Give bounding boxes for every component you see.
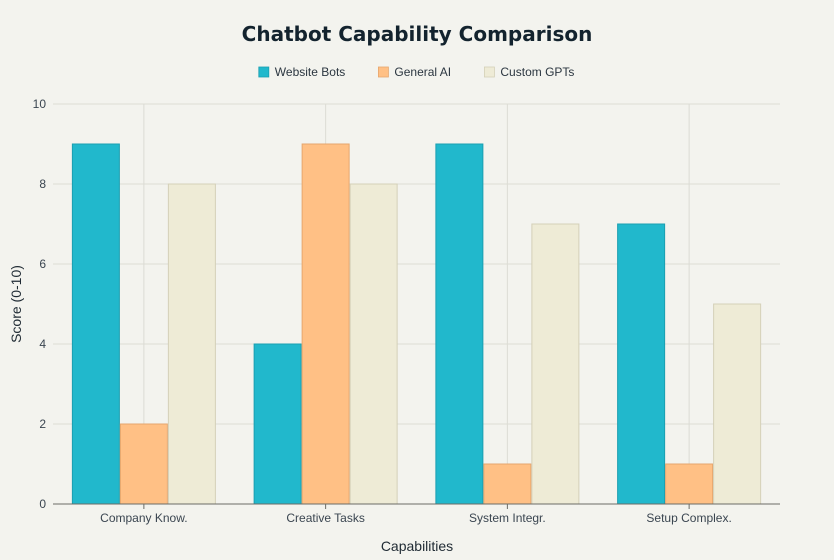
y-axis-title: Score (0-10) [8, 265, 24, 343]
legend-item-website-bots: Website Bots [258, 65, 345, 79]
bars [71, 143, 762, 505]
x-tick-label: Creative Tasks [286, 511, 364, 525]
legend-label: Website Bots [275, 65, 345, 79]
bar-website-bots-creative-tasks [253, 343, 302, 505]
y-axis-ticks: 0 2 4 6 8 10 [33, 97, 47, 511]
x-tick-label: Company Know. [100, 511, 187, 525]
bar-general-ai-setup-complex [665, 463, 714, 505]
x-tick-label: Setup Complex. [646, 511, 731, 525]
y-tick-label: 2 [39, 417, 46, 431]
legend-label: General AI [394, 65, 451, 79]
bar-general-ai-creative-tasks [301, 143, 350, 505]
y-tick-label: 10 [33, 97, 47, 111]
legend: Website Bots General AI Custom GPTs [258, 65, 574, 79]
bar-website-bots-company-know [71, 143, 120, 505]
bar-general-ai-system-integr [483, 463, 532, 505]
legend-item-general-ai: General AI [377, 65, 451, 79]
x-axis-ticks: Company Know. Creative Tasks System Integr… [100, 504, 732, 525]
legend-item-custom-gpts: Custom GPTs [483, 65, 574, 79]
y-tick-label: 8 [39, 177, 46, 191]
bar-custom-gpts-system-integr [531, 223, 580, 505]
chart-title: Chatbot Capability Comparison [242, 22, 593, 46]
bar-custom-gpts-creative-tasks [349, 183, 398, 505]
y-tick-label: 6 [39, 257, 46, 271]
bar-custom-gpts-setup-complex [713, 303, 762, 505]
bar-website-bots-system-integr [435, 143, 484, 505]
legend-swatch [377, 66, 389, 78]
legend-swatch [258, 66, 270, 78]
bar-website-bots-setup-complex [617, 223, 666, 505]
bar-general-ai-company-know [119, 423, 168, 505]
legend-swatch [483, 66, 495, 78]
x-tick-label: System Integr. [469, 511, 546, 525]
x-axis-title: Capabilities [381, 538, 453, 554]
y-tick-label: 0 [39, 497, 46, 511]
legend-label: Custom GPTs [500, 65, 574, 79]
y-tick-label: 4 [39, 337, 46, 351]
bar-custom-gpts-company-know [167, 183, 216, 505]
